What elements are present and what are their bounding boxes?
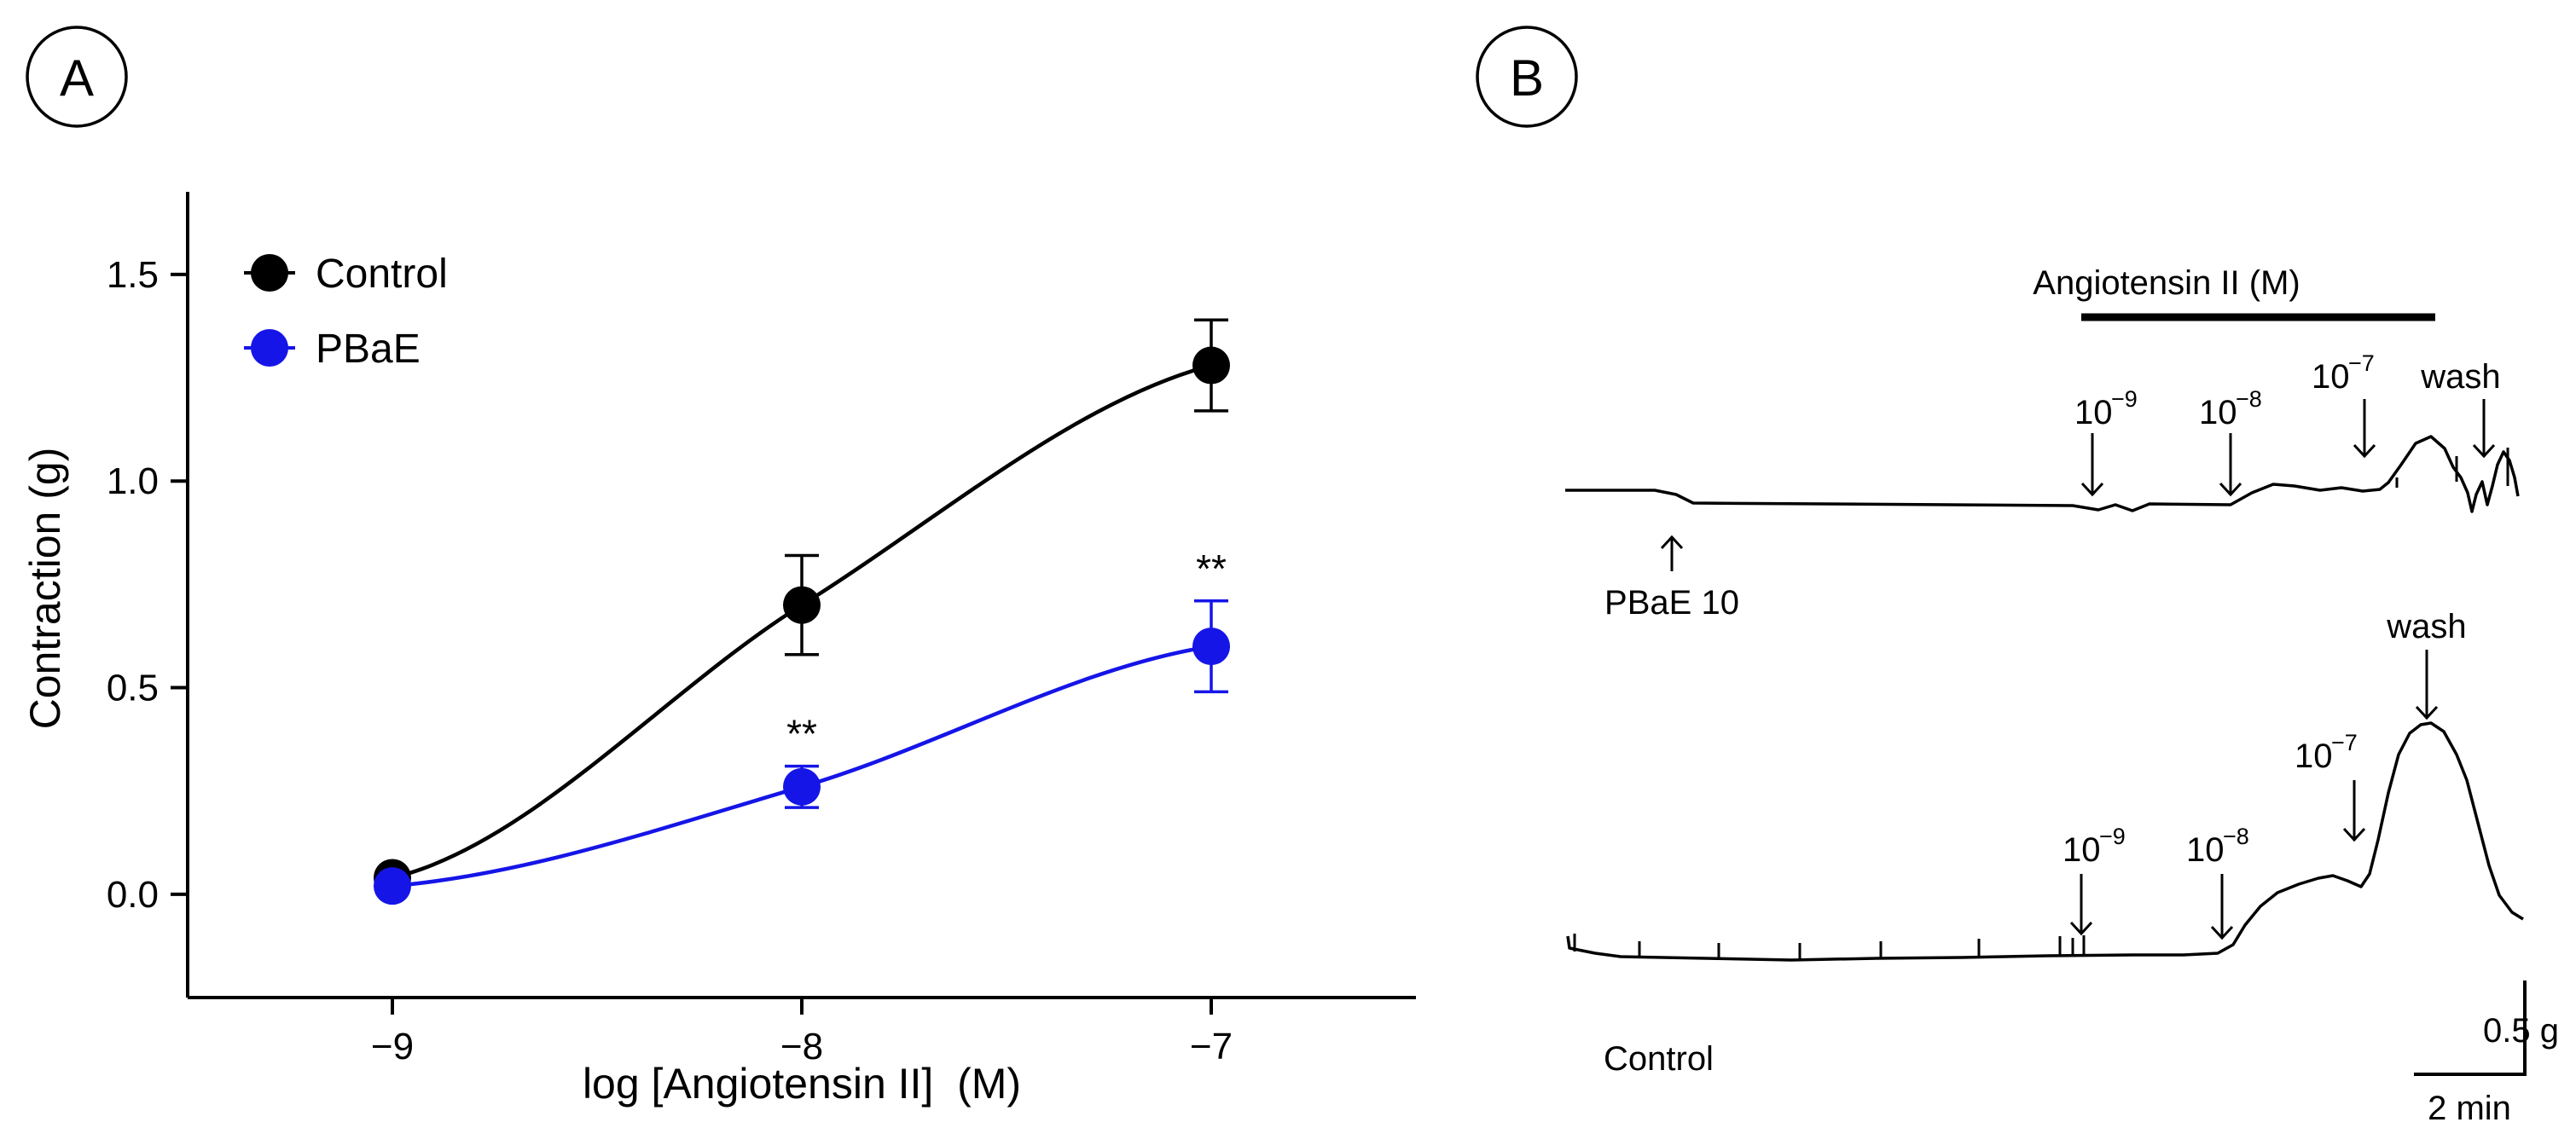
x-tick-label-0: −9 [371,1026,414,1067]
significance-pbae-1: ** [786,712,817,756]
y-tick-label-2: 1.0 [107,460,159,502]
points-layer: ** ** [374,318,1230,905]
top-dose-2-base: 10 [2199,394,2237,431]
significance-pbae-2: ** [1196,547,1227,591]
panel-b: B Angiotensin II (M) PBaE 10 10 −9 10 −8 [1476,26,2559,1127]
control-trace-label: Control [1604,1040,1714,1078]
bottom-wash-label: wash [2386,608,2466,645]
panel-b-badge [1476,26,1578,128]
bottom-dose-3: 10 −7 [2295,730,2366,842]
pbae-arrow-head [1660,535,1684,550]
bottom-wash-head [2415,705,2439,720]
y-axis-title: Contraction (g) [21,448,69,730]
y-tick-label-1: 0.5 [107,668,159,709]
bottom-dose-2-exp: −8 [2223,824,2249,849]
top-dose-3: 10 −7 [2312,350,2376,459]
panel-a-label: A [60,49,94,107]
y-tick-label-0: 0.0 [107,874,159,916]
x-axis-title: log [Angiotensin II] (M) [583,1060,1021,1108]
bottom-dose-3-exp: −7 [2331,730,2358,755]
top-dose-3-exp: −7 [2348,350,2375,376]
bottom-dose-1-base: 10 [2063,831,2101,869]
top-trace [1565,435,2520,513]
pbae-arrow [1660,535,1684,571]
panel-a-badge [26,26,128,128]
scale-time-label: 2 min [2428,1090,2511,1127]
top-dose-2: 10 −8 [2199,386,2262,497]
top-dose-1-head [2080,482,2104,497]
panel-a: A 0.0 0.5 1.0 1.5 −9 −8 −7 ** ** Contraction (g… [21,26,1416,1108]
angiotensin-bar-label: Angiotensin II (M) [2033,264,2300,302]
top-dose-1-exp: −9 [2111,386,2138,412]
x-tick-label-2: −7 [1190,1026,1233,1067]
top-dose-1: 10 −9 [2074,386,2138,497]
bottom-dose-3-head [2342,827,2366,842]
ticks-layer: 0.0 0.5 1.0 1.5 −9 −8 −7 [107,254,1233,1067]
bottom-dose-3-base: 10 [2295,738,2333,775]
pbae-label: PBaE 10 [1604,584,1739,622]
bottom-trace [1566,721,2524,962]
top-dose-2-head [2219,482,2242,497]
top-dose-2-exp: −8 [2236,386,2262,412]
chart-a: 0.00.51.01.5−9 −8 −7 **** Contraction (g) … [21,192,1416,1108]
bottom-dose-2: 10 −8 [2186,824,2249,940]
point-control-2 [1192,346,1230,385]
top-dose-3-head [2353,443,2376,459]
bottom-trace-noise [1573,934,2086,960]
bottom-dose-1-exp: −9 [2099,824,2126,849]
point-control-1 [783,586,821,624]
bottom-dose-2-base: 10 [2186,831,2225,869]
bottom-dose-2-head [2210,925,2234,940]
legend: Control PBaE [244,252,448,372]
top-dose-1-base: 10 [2074,394,2113,431]
point-pbae-0 [374,867,411,905]
bottom-wash: wash [2386,608,2467,720]
panel-b-label: B [1510,49,1544,107]
legend-marker-pbae [251,329,288,367]
top-wash-label: wash [2420,358,2500,396]
top-wash-head [2472,443,2496,459]
top-trace-noise [2395,448,2509,488]
legend-label-pbae: PBaE [316,327,421,372]
point-pbae-2 [1192,628,1230,666]
scale-force-label: 0.5 g [2483,1012,2559,1050]
bottom-dose-1-head [2069,921,2093,936]
top-wash: wash [2420,358,2501,459]
point-pbae-1 [783,767,821,806]
x-tick-label-1: −8 [780,1026,823,1067]
legend-marker-control [251,254,288,292]
y-tick-label-3: 1.5 [107,254,159,296]
bottom-dose-1: 10 −9 [2063,824,2126,936]
scale-bar: 0.5 g 2 min [2414,980,2559,1127]
legend-label-control: Control [316,252,448,297]
top-dose-3-base: 10 [2312,358,2350,396]
